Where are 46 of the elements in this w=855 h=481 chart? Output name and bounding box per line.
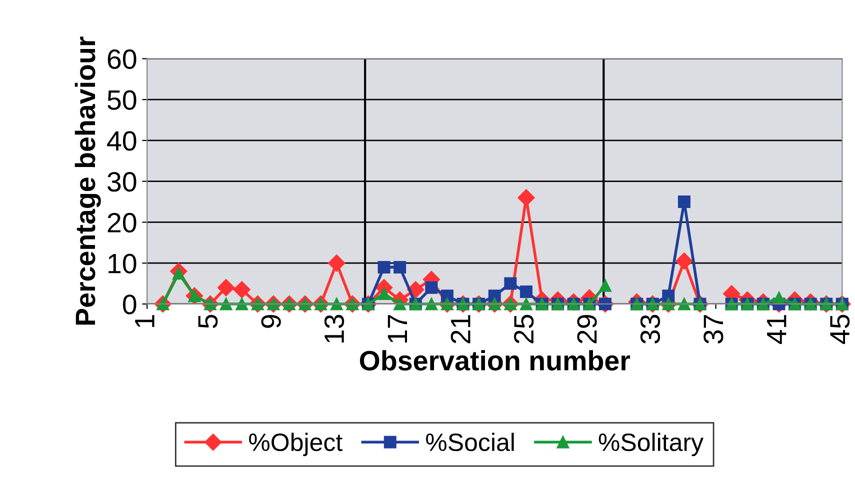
- x-tick-label: 33: [640, 314, 660, 344]
- x-axis-title: Observation number: [360, 350, 630, 371]
- point: [328, 254, 346, 272]
- y-tick-label: 20: [108, 212, 136, 233]
- x-tick-label: 45: [830, 314, 850, 344]
- x-tick-label: 41: [767, 315, 786, 344]
- point: [330, 298, 343, 310]
- x-tick-label: 17: [388, 315, 408, 342]
- point: [504, 277, 517, 290]
- legend-label: %Social: [426, 432, 514, 452]
- point: [425, 281, 438, 294]
- point: [218, 279, 235, 296]
- x-tick-label: 37: [704, 315, 724, 344]
- point: [678, 196, 690, 208]
- x-tick-label: 5: [198, 314, 218, 328]
- y-tick-label: 60: [108, 49, 136, 70]
- point: [394, 260, 406, 274]
- y-tick-label: 0: [122, 294, 136, 314]
- point: [440, 290, 454, 302]
- y-tick-label: 40: [107, 131, 136, 151]
- x-tick-label: 13: [324, 314, 344, 342]
- y-tick-label: 10: [108, 254, 136, 274]
- point: [772, 292, 786, 304]
- y-tick-label: 30: [108, 172, 136, 192]
- legend-label: %Solitary: [598, 432, 704, 456]
- point: [425, 298, 438, 310]
- x-tick-label: 21: [450, 315, 470, 344]
- point: [488, 290, 501, 302]
- point: [378, 260, 390, 274]
- point: [676, 252, 693, 270]
- x-tick-label: 29: [577, 315, 597, 344]
- x-tick-label: 9: [261, 315, 281, 328]
- point: [378, 288, 390, 300]
- x-tick-label: 1: [135, 315, 154, 328]
- x-tick-label: 25: [514, 314, 534, 344]
- point: [233, 281, 250, 298]
- point: [520, 285, 532, 298]
- point: [518, 189, 535, 206]
- point: [598, 279, 612, 292]
- y-tick-label: 50: [108, 90, 136, 110]
- y-axis-title: Percentage behaviour: [74, 36, 101, 325]
- legend-label: %Object: [249, 432, 342, 456]
- point: [520, 298, 532, 310]
- point: [662, 290, 675, 302]
- point: [236, 298, 248, 310]
- point: [678, 298, 690, 310]
